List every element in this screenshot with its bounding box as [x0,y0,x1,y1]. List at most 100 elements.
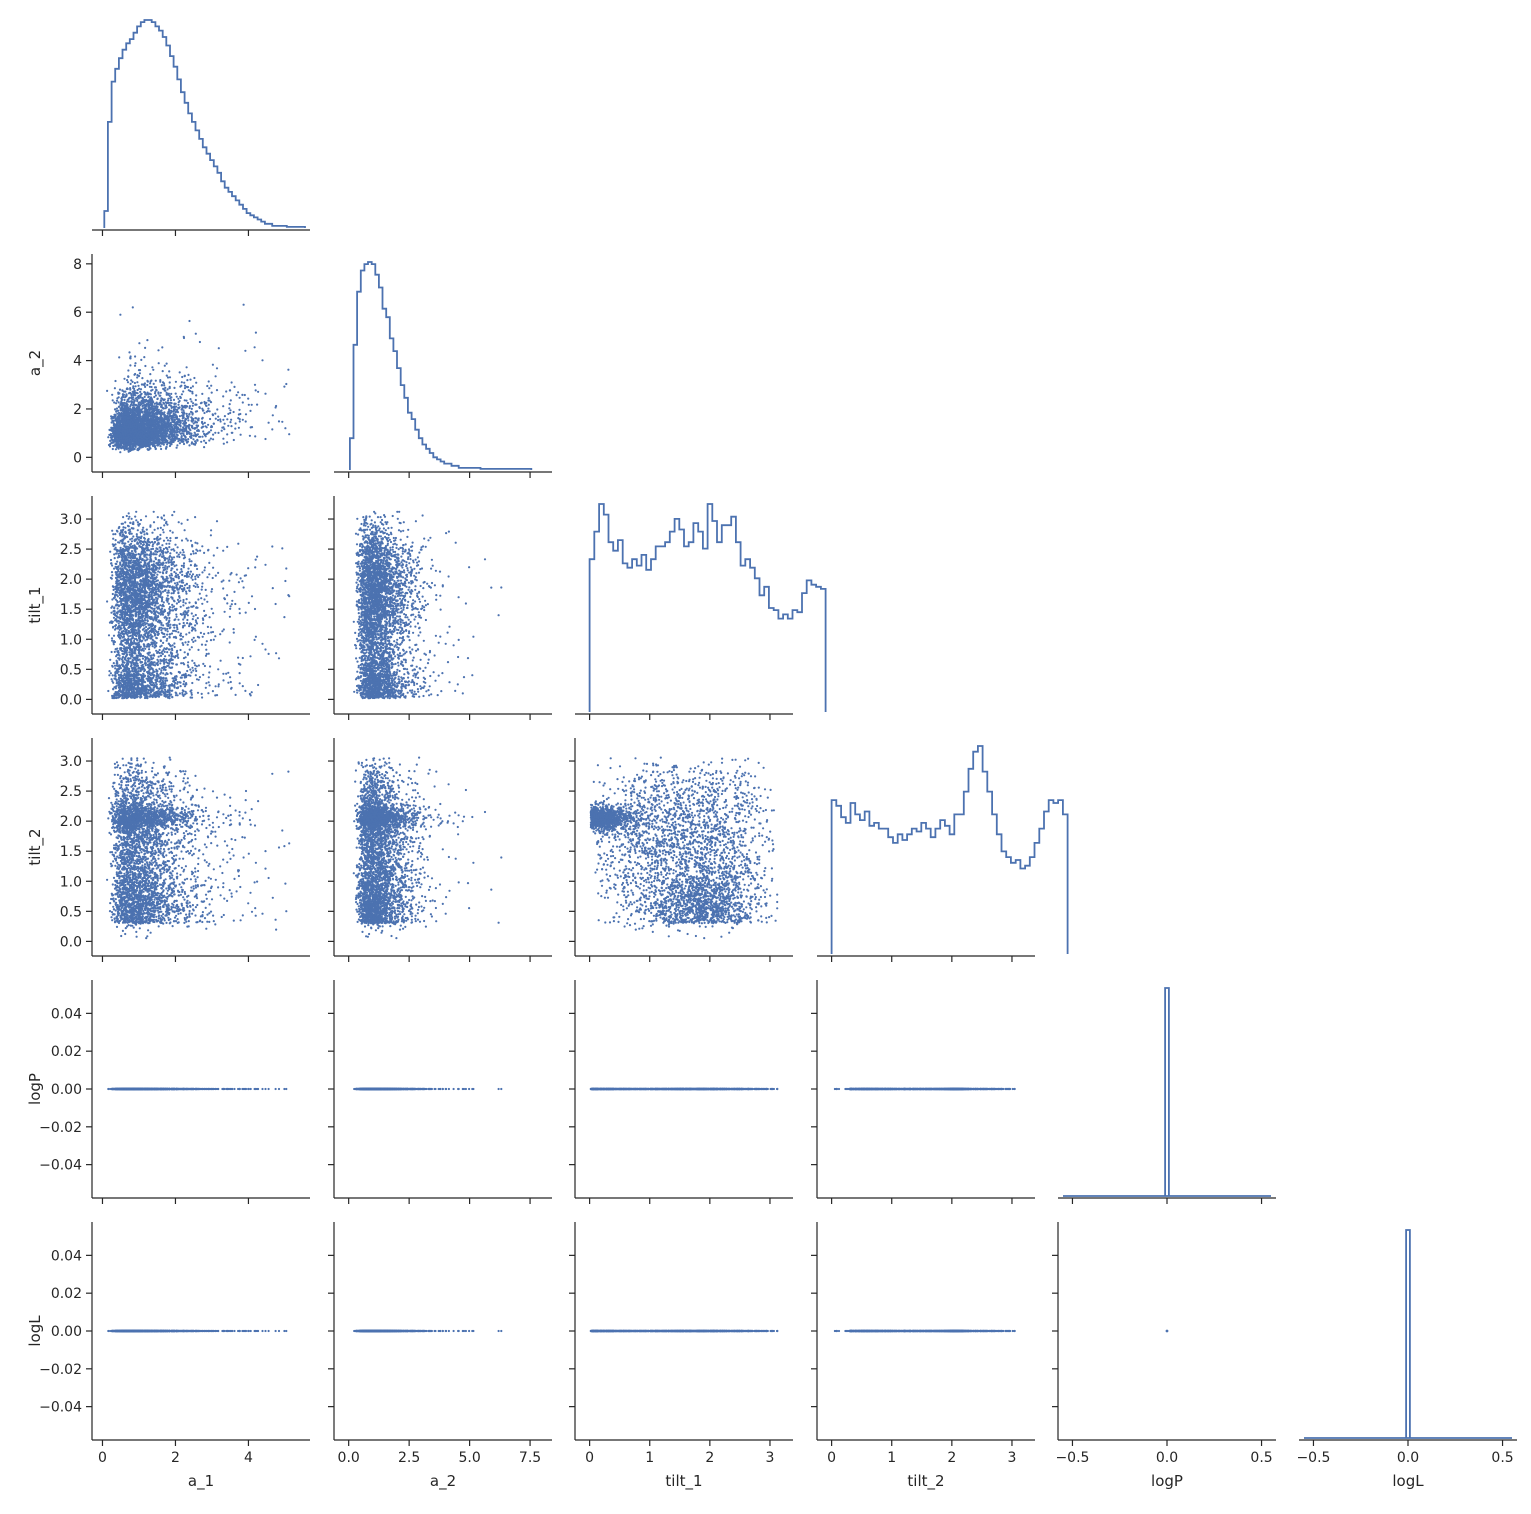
scatter-point-r1c0 [148,446,151,449]
scatter-point-r1c0 [121,389,124,392]
scatter-point-r1c0 [146,383,149,387]
scatter-point-r1c0 [166,418,169,421]
scatter-point-r1c0 [124,419,127,422]
scatter-point-r1c0 [128,420,132,423]
scatter-point-r2c0 [241,580,244,583]
scatter-point-r2c0 [168,542,171,545]
scatter-point-r1c0 [185,399,188,402]
scatter-point-r1c0 [157,426,160,429]
scatter-point-r1c0 [180,414,184,417]
scatter-point-r1c0 [244,349,247,352]
scatter-point-r1c0 [241,401,244,404]
scatter-point-r1c0 [211,363,214,366]
scatter-point-r1c0 [180,381,183,384]
scatter-point-r1c0 [165,391,168,394]
scatter-point-r1c0 [256,403,259,406]
scatter-point-r1c0 [226,418,229,421]
scatter-point-r1c0 [183,434,186,438]
scatter-point-r1c0 [113,415,116,418]
scatter-point-r1c0 [157,436,160,439]
scatter-point-r1c0 [183,374,186,377]
scatter-point-r1c0 [151,410,154,413]
scatter-point-r1c0 [207,399,210,402]
scatter-point-r1c0 [141,377,144,380]
scatter-point-r1c0 [182,432,185,435]
scatter-point-r1c0 [191,404,194,407]
scatter-point-r1c0 [169,404,172,407]
scatter-point-r1c0 [137,397,140,400]
scatter-point-r1c0 [115,410,118,413]
scatter-point-r1c0 [229,409,232,412]
scatter-point-r1c0 [133,387,136,390]
scatter-point-r1c0 [168,381,171,384]
scatter-point-r1c0 [168,385,171,388]
scatter-point-r1c0 [133,415,136,418]
scatter-point-r1c0 [156,429,159,432]
scatter-point-r1c0 [200,440,203,443]
scatter-point-r2c0 [167,623,170,627]
scatter-point-r1c0 [181,375,184,379]
scatter-point-r2c0 [179,551,182,554]
scatter-point-r1c0 [237,391,240,394]
scatter-point-r1c0 [148,448,151,451]
scatter-point-r2c0 [210,590,213,593]
scatter-point-r1c0 [115,402,118,405]
scatter-point-r2c0 [249,694,252,697]
scatter-point-r1c0 [200,426,203,429]
scatter-point-r1c0 [197,418,200,421]
scatter-point-r1c0 [194,433,197,436]
scatter-point-r1c0 [212,433,215,436]
scatter-point-r1c0 [210,391,213,394]
scatter-point-r1c0 [164,431,167,434]
scatter-point-r2c0 [161,528,164,531]
scatter-point-r1c0 [194,420,197,423]
scatter-point-r1c0 [114,448,117,451]
scatter-point-r1c0 [124,430,127,433]
scatter-point-r1c0 [141,431,144,434]
scatter-point-r1c0 [222,418,225,421]
scatter-point-r1c0 [165,362,168,365]
scatter-point-r1c0 [168,370,171,373]
scatter-point-r1c0 [230,418,233,421]
scatter-point-r1c0 [118,422,121,425]
scatter-point-r1c0 [126,387,129,391]
scatter-point-r1c0 [178,415,181,418]
scatter-point-r1c0 [203,432,206,435]
scatter-point-r1c0 [168,376,172,379]
scatter-point-r1c0 [129,382,132,385]
scatter-point-r2c0 [198,592,201,595]
scatter-point-r1c0 [190,407,193,410]
scatter-point-r2c0 [256,555,259,558]
scatter-point-r1c0 [126,379,129,382]
scatter-point-r1c0 [143,395,146,398]
scatter-point-r1c0 [134,430,137,433]
scatter-point-r1c0 [198,340,201,344]
scatter-point-r1c0 [228,407,231,410]
scatter-point-r1c0 [185,418,188,421]
scatter-point-r1c0 [141,437,144,440]
scatter-point-r1c0 [166,420,169,424]
scatter-point-r1c0 [226,433,229,436]
scatter-point-r2c0 [217,668,220,671]
scatter-point-r1c0 [285,382,288,386]
scatter-point-r1c0 [148,403,151,407]
scatter-point-r1c0 [173,409,176,412]
scatter-point-r1c0 [136,398,139,401]
scatter-point-r1c0 [185,438,188,441]
scatter-point-r1c0 [114,444,117,447]
scatter-point-r1c0 [151,366,154,369]
scatter-point-r1c0 [215,389,219,392]
scatter-point-r1c0 [140,408,143,411]
scatter-point-r1c0 [128,440,131,443]
scatter-point-r1c0 [127,412,130,415]
scatter-point-r1c0 [187,438,190,441]
scatter-point-r2c0 [161,544,164,547]
scatter-point-r1c0 [284,427,287,430]
scatter-point-r1c0 [117,401,120,404]
scatter-point-r1c0 [165,393,168,396]
scatter-point-r1c0 [221,426,224,429]
scatter-point-r1c0 [214,375,217,378]
scatter-point-r1c0 [177,407,180,410]
scatter-point-r2c0 [204,643,207,647]
scatter-point-r2c0 [111,574,114,577]
